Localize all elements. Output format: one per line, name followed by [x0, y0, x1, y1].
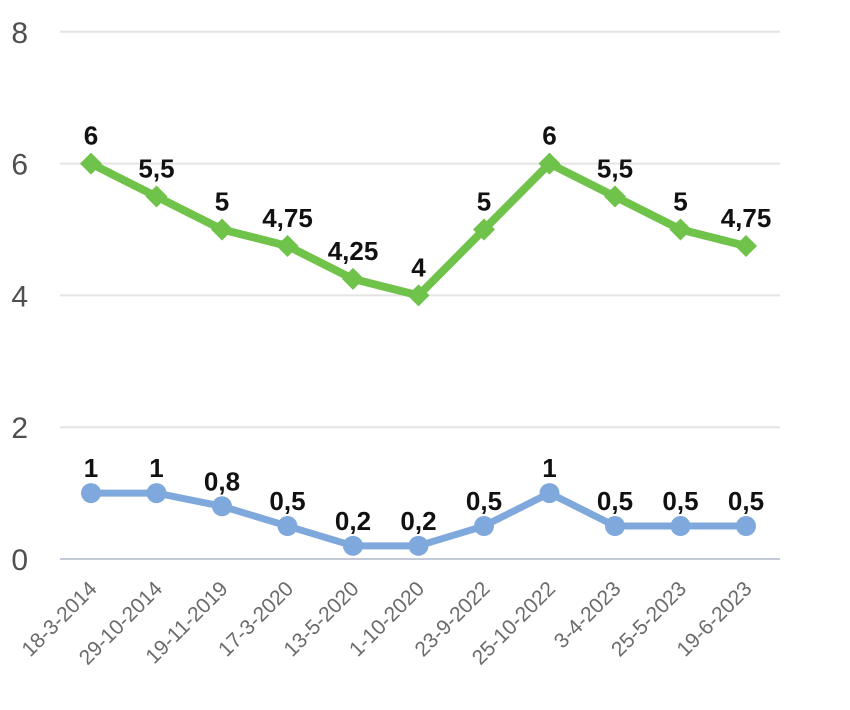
series-green-marker — [473, 218, 495, 241]
series-blue-marker — [670, 516, 691, 537]
series-green-marker — [276, 234, 299, 257]
y-axis-tick-label: 2 — [11, 412, 28, 445]
series-blue-marker — [277, 516, 298, 537]
series-green-marker — [538, 152, 561, 175]
series-green-data-label: 4 — [411, 252, 426, 282]
series-blue-marker — [343, 535, 363, 556]
series-green-data-label: 5 — [673, 187, 687, 217]
series-blue-data-label: 0,5 — [662, 486, 698, 516]
y-axis-tick-label: 6 — [11, 149, 28, 182]
series-green-data-label: 5 — [215, 187, 229, 217]
series-blue-marker — [605, 516, 625, 537]
series-green-marker — [735, 234, 757, 257]
series-blue-marker — [408, 535, 429, 556]
series-blue-marker — [81, 483, 101, 504]
series-green-marker — [407, 284, 430, 307]
y-axis-tick-label: 8 — [11, 17, 28, 50]
series-green-marker — [145, 185, 168, 208]
series-blue-data-label: 0,8 — [204, 466, 240, 496]
series-blue-marker — [736, 516, 756, 537]
series-green-marker — [669, 218, 692, 241]
series-blue-data-label: 1 — [84, 453, 98, 483]
series-blue-data-label: 1 — [542, 453, 556, 483]
series-green-marker — [342, 267, 364, 290]
series-blue-data-label: 0,5 — [597, 486, 633, 516]
series-green-marker — [604, 185, 626, 208]
series-green-data-label: 5 — [477, 187, 491, 217]
series-blue-marker — [146, 483, 167, 504]
series-green-marker — [211, 218, 233, 241]
series-blue-data-label: 0,5 — [269, 486, 305, 516]
series-green-marker — [80, 152, 102, 175]
series-green-data-label: 4,75 — [721, 203, 772, 233]
series-blue-data-label: 0,2 — [400, 506, 436, 536]
series-blue-data-label: 0,5 — [466, 486, 502, 516]
series-blue-data-label: 0,2 — [335, 506, 371, 536]
series-green-data-label: 6 — [84, 121, 98, 151]
series-blue-marker — [539, 483, 560, 504]
series-green-data-label: 6 — [542, 121, 556, 151]
series-blue-marker — [474, 516, 494, 537]
y-axis-tick-label: 0 — [11, 544, 28, 577]
series-blue-data-label: 1 — [149, 453, 163, 483]
series-green-data-label: 4,25 — [328, 236, 379, 266]
series-blue-marker — [212, 496, 232, 517]
series-green-data-label: 4,75 — [262, 203, 313, 233]
y-axis-tick-label: 4 — [11, 280, 28, 313]
series-green-data-label: 5,5 — [597, 154, 633, 184]
series-green-data-label: 5,5 — [138, 154, 174, 184]
series-blue-data-label: 0,5 — [728, 486, 764, 516]
